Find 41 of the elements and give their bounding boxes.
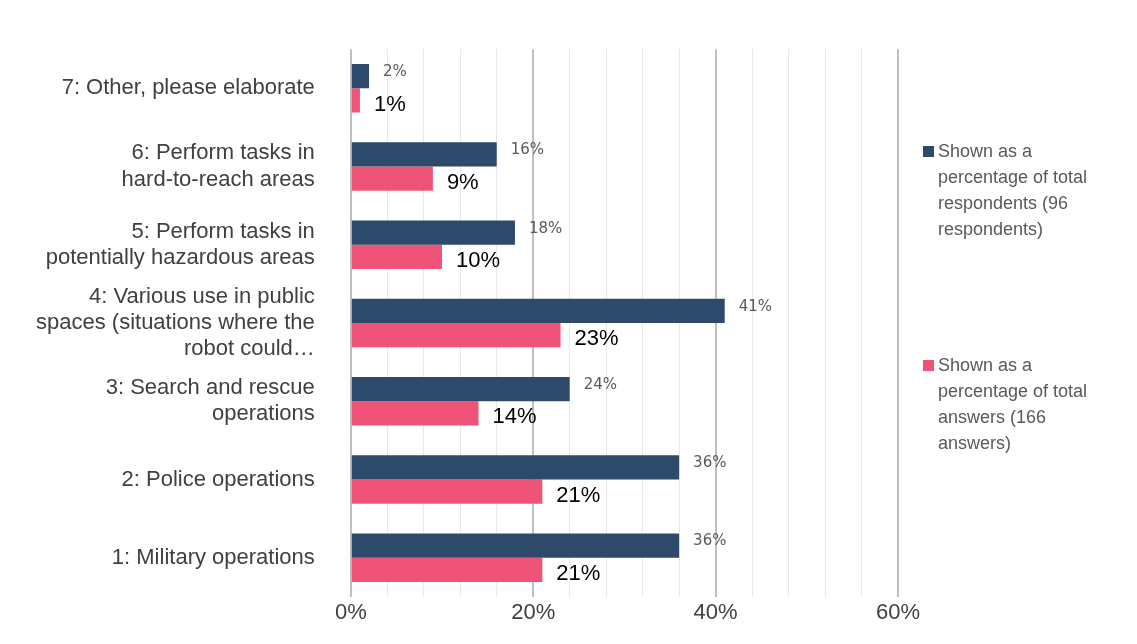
bar	[351, 376, 570, 402]
x-tick-label: 20%	[511, 599, 556, 625]
x-tick-label: 40%	[693, 599, 738, 625]
data-label: 24%	[583, 374, 618, 393]
y-tick-label: 2: Police operations	[121, 465, 315, 491]
data-label: 18%	[528, 218, 563, 237]
bar	[351, 244, 443, 270]
y-tick-label: 3: Search and rescue operations	[105, 374, 315, 426]
legend-label: Shown as a percentage of total respondents (96 respondents)	[938, 140, 1089, 241]
data-label: 36%	[693, 453, 727, 472]
data-label: 21%	[556, 481, 601, 507]
data-label: 36%	[693, 531, 727, 550]
bar	[351, 479, 543, 504]
y-tick-label: 7: Other, please elaborate	[61, 74, 315, 100]
bar	[351, 557, 543, 582]
bar	[351, 298, 725, 323]
data-label: 23%	[574, 325, 619, 351]
bar	[351, 142, 497, 167]
bar	[351, 401, 479, 426]
x-tick-label: 60%	[875, 599, 921, 625]
y-tick-label: 1: Military operations	[111, 543, 315, 569]
bar	[351, 455, 680, 480]
bar	[351, 88, 360, 113]
data-label: 9%	[446, 168, 479, 194]
y-tick-label: 5: Perform tasks in potentially hazardous areas	[45, 217, 315, 270]
data-label: 41%	[738, 296, 773, 315]
data-label: 2%	[383, 62, 407, 81]
data-label: 10%	[456, 246, 501, 272]
bar	[351, 220, 515, 245]
bar	[351, 533, 680, 558]
data-label: 1%	[373, 90, 406, 116]
bar	[351, 166, 433, 191]
data-label: 14%	[492, 403, 537, 429]
y-tick-label: 4: Various use in public spaces (situations where the robot could…	[35, 282, 315, 361]
data-label: 21%	[556, 559, 601, 585]
data-label: 16%	[510, 140, 545, 159]
y-tick-label: 6: Perform tasks in hard-to-reach areas	[121, 139, 315, 191]
bar	[351, 64, 370, 89]
x-tick-label: 0%	[334, 599, 367, 625]
legend-label: Shown as a percentage of total answers (166 answers)	[938, 354, 1089, 455]
bar	[351, 323, 561, 348]
